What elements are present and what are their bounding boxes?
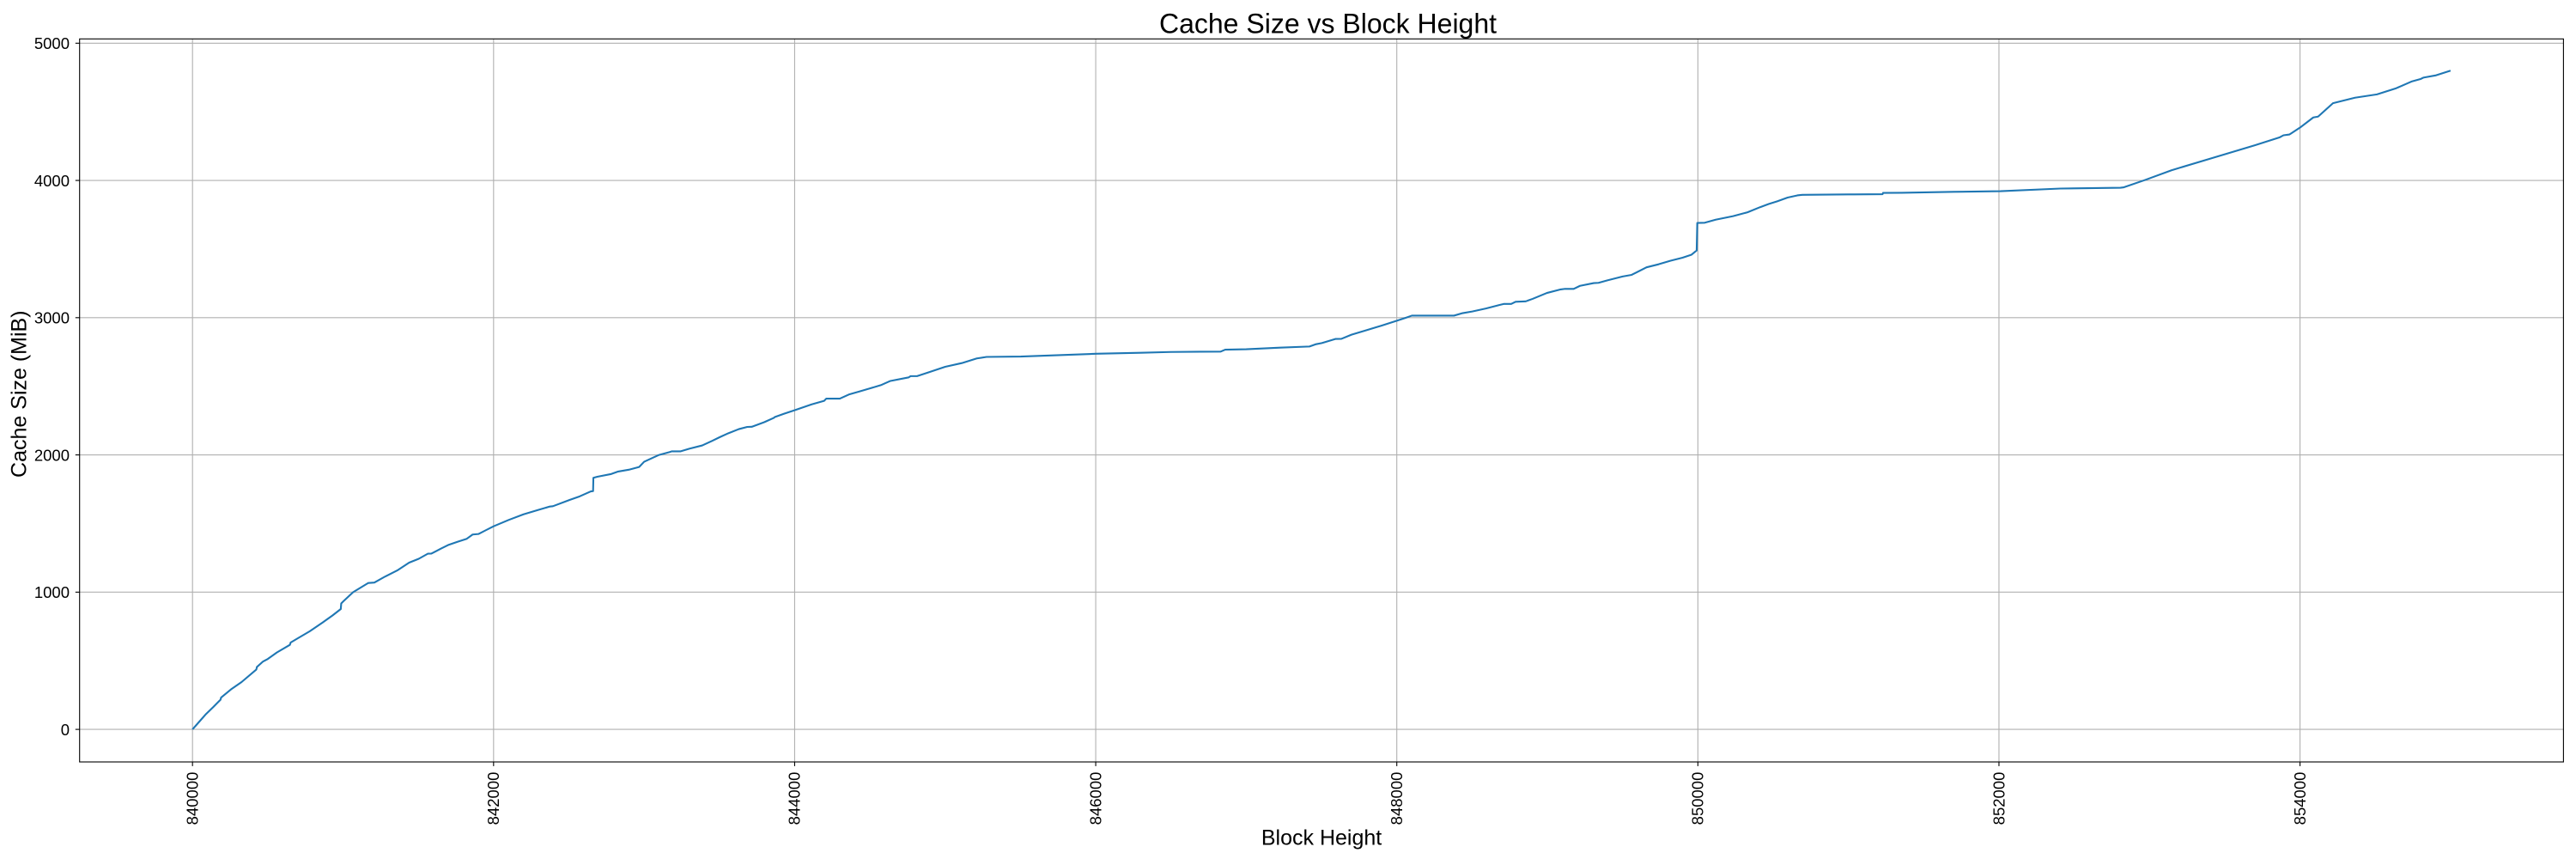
y-tick-label: 5000 bbox=[34, 34, 70, 52]
y-tick-label: 1000 bbox=[34, 583, 70, 601]
y-tick-label: 3000 bbox=[34, 309, 70, 327]
series-line bbox=[191, 70, 2451, 730]
tick-labels: 840000 842000 844000 846000 848000 850000 8520… bbox=[34, 34, 2309, 825]
x-tick-label: 844000 bbox=[786, 772, 804, 825]
x-tick-label: 840000 bbox=[183, 772, 201, 825]
plot-border bbox=[79, 38, 2564, 763]
grid-lines bbox=[79, 39, 2564, 762]
y-tick-label: 0 bbox=[61, 721, 70, 739]
x-tick-label: 852000 bbox=[1990, 772, 2008, 825]
x-tick-label: 848000 bbox=[1388, 772, 1406, 825]
x-tick-label: 846000 bbox=[1086, 772, 1104, 825]
y-axis-label: Cache Size (MiB) bbox=[7, 310, 31, 478]
chart-title: Cache Size vs Block Height bbox=[1159, 8, 1497, 39]
x-tick-label: 850000 bbox=[1689, 772, 1707, 825]
y-tick-label: 2000 bbox=[34, 446, 70, 464]
y-tick-label: 4000 bbox=[34, 172, 70, 190]
x-tick-label: 842000 bbox=[484, 772, 502, 825]
x-tick-label: 854000 bbox=[2291, 772, 2309, 825]
data-series bbox=[191, 70, 2451, 730]
axis-ticks bbox=[75, 42, 2301, 766]
x-axis-label: Block Height bbox=[1261, 826, 1382, 850]
